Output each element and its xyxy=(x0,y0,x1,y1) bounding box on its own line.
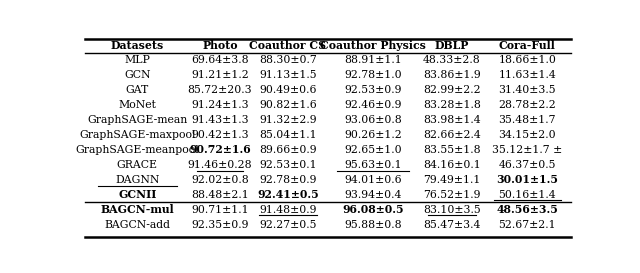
Text: 92.41±0.5: 92.41±0.5 xyxy=(257,189,319,200)
Text: 91.48±0.9: 91.48±0.9 xyxy=(259,205,317,215)
Text: 84.16±0.1: 84.16±0.1 xyxy=(423,160,481,170)
Text: 90.72±1.6: 90.72±1.6 xyxy=(189,144,251,155)
Text: 31.40±3.5: 31.40±3.5 xyxy=(499,85,556,95)
Text: 85.47±3.4: 85.47±3.4 xyxy=(423,220,481,230)
Text: GCN: GCN xyxy=(124,70,150,80)
Text: 90.26±1.2: 90.26±1.2 xyxy=(344,130,402,140)
Text: 92.35±0.9: 92.35±0.9 xyxy=(191,220,248,230)
Text: 92.53±0.1: 92.53±0.1 xyxy=(259,160,317,170)
Text: 83.86±1.9: 83.86±1.9 xyxy=(423,70,481,80)
Text: 50.16±1.4: 50.16±1.4 xyxy=(499,190,556,200)
Text: 90.49±0.6: 90.49±0.6 xyxy=(259,85,317,95)
Text: GraphSAGE-maxpool: GraphSAGE-maxpool xyxy=(79,130,195,140)
Text: 88.48±2.1: 88.48±2.1 xyxy=(191,190,249,200)
Text: 83.10±3.5: 83.10±3.5 xyxy=(423,205,481,215)
Text: 91.32±2.9: 91.32±2.9 xyxy=(259,115,317,125)
Text: 93.94±0.4: 93.94±0.4 xyxy=(344,190,402,200)
Text: MLP: MLP xyxy=(124,55,150,65)
Text: 91.13±1.5: 91.13±1.5 xyxy=(259,70,317,80)
Text: 82.66±2.4: 82.66±2.4 xyxy=(423,130,481,140)
Text: GAT: GAT xyxy=(125,85,149,95)
Text: 69.64±3.8: 69.64±3.8 xyxy=(191,55,249,65)
Text: 92.02±0.8: 92.02±0.8 xyxy=(191,175,249,185)
Text: 91.46±0.28: 91.46±0.28 xyxy=(188,160,252,170)
Text: DAGNN: DAGNN xyxy=(115,175,159,185)
Text: GCNII: GCNII xyxy=(118,189,156,200)
Text: 85.04±1.1: 85.04±1.1 xyxy=(259,130,317,140)
Text: 88.91±1.1: 88.91±1.1 xyxy=(344,55,402,65)
Text: 76.52±1.9: 76.52±1.9 xyxy=(423,190,481,200)
Text: 92.27±0.5: 92.27±0.5 xyxy=(259,220,317,230)
Text: 48.33±2.8: 48.33±2.8 xyxy=(423,55,481,65)
Text: 92.78±0.9: 92.78±0.9 xyxy=(259,175,317,185)
Text: 92.78±1.0: 92.78±1.0 xyxy=(344,70,402,80)
Text: 89.66±0.9: 89.66±0.9 xyxy=(259,145,317,155)
Text: 92.65±1.0: 92.65±1.0 xyxy=(344,145,402,155)
Text: 28.78±2.2: 28.78±2.2 xyxy=(499,100,556,110)
Text: 96.08±0.5: 96.08±0.5 xyxy=(342,204,404,215)
Text: 85.72±20.3: 85.72±20.3 xyxy=(188,85,252,95)
Text: Coauthor Physics: Coauthor Physics xyxy=(320,40,426,51)
Text: Cora-Full: Cora-Full xyxy=(499,40,556,51)
Text: BAGCN-add: BAGCN-add xyxy=(104,220,170,230)
Text: 82.99±2.2: 82.99±2.2 xyxy=(423,85,481,95)
Text: 35.48±1.7: 35.48±1.7 xyxy=(499,115,556,125)
Text: GraphSAGE-mean: GraphSAGE-mean xyxy=(87,115,188,125)
Text: 34.15±2.0: 34.15±2.0 xyxy=(499,130,556,140)
Text: GraphSAGE-meanpool: GraphSAGE-meanpool xyxy=(76,145,199,155)
Text: 18.66±1.0: 18.66±1.0 xyxy=(499,55,556,65)
Text: 52.67±2.1: 52.67±2.1 xyxy=(499,220,556,230)
Text: 83.55±1.8: 83.55±1.8 xyxy=(423,145,481,155)
Text: 94.01±0.6: 94.01±0.6 xyxy=(344,175,402,185)
Text: 48.56±3.5: 48.56±3.5 xyxy=(497,204,558,215)
Text: Datasets: Datasets xyxy=(111,40,164,51)
Text: 93.06±0.8: 93.06±0.8 xyxy=(344,115,402,125)
Text: 92.53±0.9: 92.53±0.9 xyxy=(344,85,402,95)
Text: 90.71±1.1: 90.71±1.1 xyxy=(191,205,249,215)
Text: 92.46±0.9: 92.46±0.9 xyxy=(344,100,402,110)
Text: 95.88±0.8: 95.88±0.8 xyxy=(344,220,402,230)
Text: 90.82±1.6: 90.82±1.6 xyxy=(259,100,317,110)
Text: 11.63±1.4: 11.63±1.4 xyxy=(499,70,556,80)
Text: 83.28±1.8: 83.28±1.8 xyxy=(423,100,481,110)
Text: 91.24±1.3: 91.24±1.3 xyxy=(191,100,249,110)
Text: 83.98±1.4: 83.98±1.4 xyxy=(423,115,481,125)
Text: BAGCN-mul: BAGCN-mul xyxy=(100,204,174,215)
Text: 79.49±1.1: 79.49±1.1 xyxy=(423,175,481,185)
Text: MoNet: MoNet xyxy=(118,100,156,110)
Text: 90.42±1.3: 90.42±1.3 xyxy=(191,130,249,140)
Text: 88.30±0.7: 88.30±0.7 xyxy=(259,55,317,65)
Text: Photo: Photo xyxy=(202,40,237,51)
Text: 95.63±0.1: 95.63±0.1 xyxy=(344,160,402,170)
Text: 30.01±1.5: 30.01±1.5 xyxy=(496,174,558,185)
Text: 91.21±1.2: 91.21±1.2 xyxy=(191,70,249,80)
Text: 91.43±1.3: 91.43±1.3 xyxy=(191,115,249,125)
Text: 46.37±0.5: 46.37±0.5 xyxy=(499,160,556,170)
Text: Coauthor CS: Coauthor CS xyxy=(250,40,326,51)
Text: GRACE: GRACE xyxy=(116,160,157,170)
Text: DBLP: DBLP xyxy=(435,40,469,51)
Text: 35.12±1.7 ±: 35.12±1.7 ± xyxy=(492,145,563,155)
